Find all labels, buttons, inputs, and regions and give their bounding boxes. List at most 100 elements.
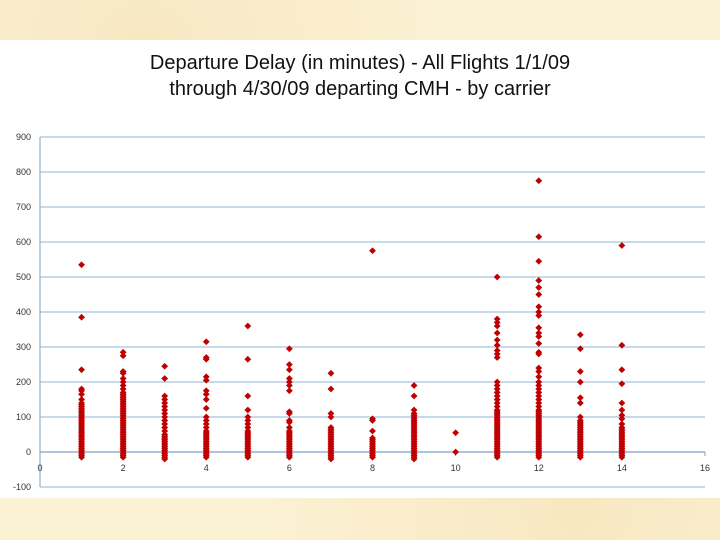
- x-tick-label: 12: [534, 463, 544, 473]
- data-point: [285, 378, 293, 386]
- data-point: [535, 385, 543, 393]
- data-point: [244, 420, 252, 428]
- data-point: [78, 261, 85, 269]
- data-point: [576, 394, 584, 402]
- data-point: [244, 406, 252, 414]
- data-point: [78, 390, 85, 398]
- data-point: [493, 406, 501, 414]
- data-point: [535, 340, 543, 347]
- y-tick-label: 200: [16, 377, 31, 387]
- data-point: [202, 404, 210, 412]
- data-point: [410, 382, 418, 389]
- data-point: [327, 385, 335, 393]
- data-point: [244, 322, 252, 330]
- data-point: [618, 415, 626, 423]
- chart-title-line-1: Departure Delay (in minutes) - All Fligh…: [149, 52, 571, 74]
- data-point: [618, 341, 626, 349]
- data-point: [161, 424, 169, 431]
- y-tick-label: 500: [16, 272, 31, 282]
- data-point: [244, 427, 252, 435]
- data-point: [202, 338, 210, 346]
- data-point: [535, 364, 543, 372]
- chart-title-line-2: through 4/30/09 departing CMH - by carri…: [169, 78, 551, 100]
- data-point: [535, 403, 543, 410]
- data-point: [244, 417, 252, 424]
- x-tick-label: 16: [700, 463, 710, 473]
- data-point: [78, 385, 85, 393]
- data-point: [535, 233, 543, 241]
- data-point: [285, 382, 293, 389]
- data-point: [161, 399, 169, 407]
- data-point: [452, 429, 460, 437]
- data-point: [535, 308, 543, 316]
- y-tick-label: 600: [16, 237, 31, 247]
- data-point: [493, 336, 501, 344]
- data-point: [535, 312, 543, 319]
- data-point: [618, 366, 626, 374]
- x-tick-label: 0: [37, 463, 42, 473]
- data-point: [493, 399, 501, 407]
- data-point: [535, 368, 543, 375]
- data-point: [535, 333, 543, 340]
- data-point: [78, 313, 85, 321]
- y-tick-label: -100: [13, 482, 31, 492]
- x-tick-label: 4: [204, 463, 209, 473]
- data-point: [576, 368, 584, 375]
- data-point: [535, 382, 543, 389]
- data-point: [119, 352, 127, 360]
- data-point: [493, 385, 501, 393]
- data-point: [119, 389, 127, 396]
- data-point: [369, 434, 376, 442]
- data-point: [493, 378, 501, 386]
- data-point: [369, 247, 376, 255]
- data-point: [244, 424, 252, 431]
- data-point: [493, 392, 501, 400]
- data-point: [535, 284, 543, 291]
- data-point: [161, 403, 169, 410]
- y-tick-label: 900: [16, 132, 31, 142]
- data-point: [493, 319, 501, 326]
- y-tick-label: 700: [16, 202, 31, 212]
- data-point: [202, 417, 210, 424]
- x-tick-label: 14: [617, 463, 627, 473]
- data-point: [535, 291, 543, 298]
- data-point: [119, 375, 127, 382]
- data-point: [78, 396, 85, 403]
- data-point: [202, 424, 210, 431]
- data-point: [161, 375, 169, 382]
- data-point: [327, 424, 335, 431]
- data-point: [576, 378, 584, 386]
- data-point: [202, 396, 210, 403]
- data-point: [535, 329, 543, 337]
- slide-panel: [0, 40, 720, 498]
- data-point: [161, 417, 169, 424]
- data-point: [535, 303, 543, 311]
- data-point: [369, 427, 376, 435]
- data-point: [285, 417, 293, 424]
- data-point: [119, 385, 127, 393]
- data-point: [78, 399, 85, 407]
- data-point: [535, 392, 543, 400]
- y-tick-label: 400: [16, 307, 31, 317]
- data-point: [535, 177, 543, 185]
- data-point: [576, 413, 584, 421]
- data-point: [161, 362, 169, 370]
- data-point: [202, 390, 210, 398]
- x-tick-label: 6: [287, 463, 292, 473]
- data-point: [535, 389, 543, 396]
- data-point: [161, 420, 169, 428]
- data-point: [535, 373, 543, 381]
- y-tick-label: 300: [16, 342, 31, 352]
- data-point: [618, 399, 626, 407]
- data-point: [285, 424, 293, 431]
- data-point: [618, 420, 626, 428]
- data-point: [119, 378, 127, 386]
- data-point: [535, 324, 543, 332]
- data-point: [618, 411, 626, 419]
- data-point: [161, 413, 169, 421]
- data-point: [535, 348, 543, 356]
- data-point: [161, 427, 169, 435]
- data-point: [493, 322, 501, 330]
- y-tick-label: 800: [16, 167, 31, 177]
